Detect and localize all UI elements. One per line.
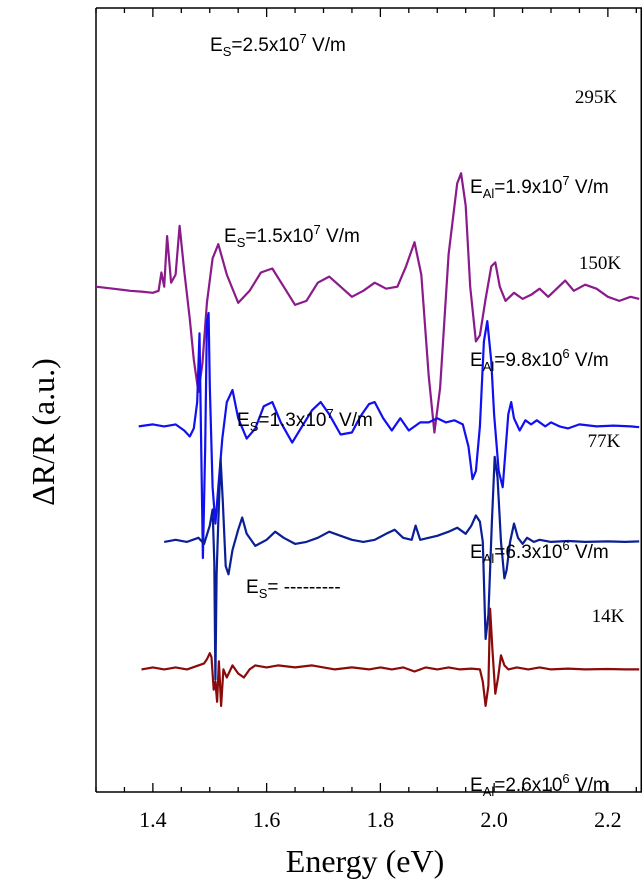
temperature-label: 295K xyxy=(575,87,618,108)
x-tick-label: 1.8 xyxy=(367,807,395,832)
axes-frame: 1.4 1.6 1.8 2.0 2.2 xyxy=(95,7,642,832)
eal-field-label: EAl=6.3x106 V/m xyxy=(470,538,609,566)
temperature-label: 77K xyxy=(588,431,621,452)
annotation-group: 295K ES=2.5x107 V/m EAl=1.9x107 V/m 150K ES=… xyxy=(210,31,625,799)
x-tick-label: 2.0 xyxy=(480,807,508,832)
eal-field-label: EAl=2.6x106 V/m xyxy=(470,771,609,799)
y-axis-label: ΔR/R (a.u.) xyxy=(25,358,61,506)
x-tick-label: 1.4 xyxy=(139,807,167,832)
temperature-label: 14K xyxy=(592,606,625,627)
x-axis-label: Energy (eV) xyxy=(286,843,444,879)
temperature-label: 150K xyxy=(579,253,622,274)
es-field-label: ES=1.3x107 V/m xyxy=(237,406,373,434)
eal-field-label: EAl=9.8x106 V/m xyxy=(470,346,609,374)
es-field-label: ES=1.5x107 V/m xyxy=(224,222,360,250)
x-tick-label: 2.2 xyxy=(594,807,622,832)
series-line-14K xyxy=(141,607,640,707)
series-line-77K xyxy=(164,455,640,681)
es-field-label: ES= --------- xyxy=(246,577,341,601)
es-field-label: ES=2.5x107 V/m xyxy=(210,31,346,59)
x-tick-label: 1.6 xyxy=(253,807,281,832)
eal-field-label: EAl=1.9x107 V/m xyxy=(470,173,609,201)
series-line-150K xyxy=(138,311,640,560)
series-line-295K xyxy=(95,172,640,434)
series-group xyxy=(95,172,640,707)
